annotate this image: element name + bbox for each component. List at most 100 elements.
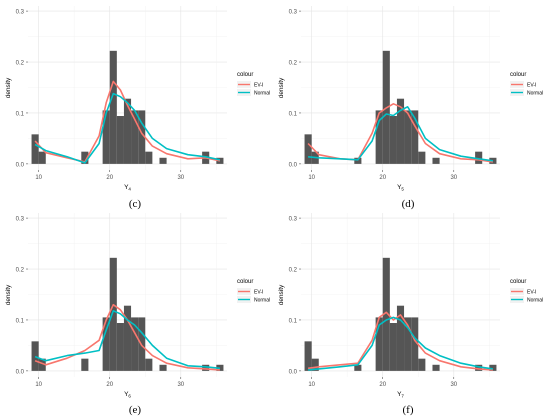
y-axis-title: density bbox=[278, 77, 285, 98]
histogram-bar bbox=[131, 110, 139, 164]
histogram-bar bbox=[159, 157, 167, 164]
legend-label: EV-I bbox=[254, 83, 263, 89]
histogram-bar bbox=[116, 116, 124, 164]
histogram-bar bbox=[382, 257, 390, 371]
y-tick-label: 0.0 bbox=[289, 369, 298, 375]
x-tick-label: 10 bbox=[308, 382, 315, 388]
histogram-bar bbox=[375, 110, 383, 164]
histogram-bar bbox=[411, 110, 419, 164]
histogram-bar bbox=[81, 151, 89, 164]
x-tick-label: 10 bbox=[308, 175, 315, 181]
legend-label: EV-I bbox=[527, 290, 536, 296]
x-axis-title: Y5 bbox=[397, 184, 404, 192]
legend-label: Normal bbox=[254, 91, 270, 97]
histogram-bar bbox=[411, 317, 419, 371]
histogram-bar bbox=[389, 323, 397, 371]
y-tick-label: 0.1 bbox=[16, 111, 25, 117]
histogram-bar bbox=[404, 110, 412, 164]
histogram-bar bbox=[389, 116, 397, 164]
histogram-bar bbox=[123, 98, 132, 164]
histogram-bar bbox=[81, 358, 89, 371]
y-tick-label: 0.3 bbox=[16, 10, 25, 16]
x-tick-label: 20 bbox=[379, 382, 386, 388]
density-line-normal bbox=[308, 316, 494, 371]
y-axis-title: density bbox=[5, 77, 12, 98]
y-tick-label: 0.0 bbox=[16, 369, 25, 375]
histogram-bar bbox=[102, 110, 110, 164]
histogram-bar bbox=[432, 157, 440, 164]
histogram-bar bbox=[311, 358, 319, 371]
histogram-bar bbox=[159, 364, 167, 371]
legend-title: colour bbox=[237, 72, 253, 78]
histogram-bar bbox=[475, 151, 483, 164]
histogram-bar bbox=[418, 358, 426, 371]
density-line-normal bbox=[308, 106, 494, 162]
histogram-bar bbox=[109, 50, 117, 164]
histogram-bar bbox=[396, 98, 405, 164]
x-axis-title: Y7 bbox=[397, 391, 404, 399]
y-tick-label: 0.2 bbox=[289, 268, 298, 274]
histogram-bar bbox=[138, 110, 146, 164]
x-tick-label: 20 bbox=[106, 382, 113, 388]
y-tick-label: 0.1 bbox=[16, 318, 25, 324]
histogram-bar bbox=[145, 151, 153, 164]
x-axis-title: Y4 bbox=[124, 184, 131, 192]
y-tick-label: 0.1 bbox=[289, 111, 298, 117]
density-line-normal bbox=[34, 310, 220, 370]
histogram-bar bbox=[202, 364, 210, 371]
histogram-bar bbox=[109, 257, 117, 371]
histogram-bar bbox=[131, 317, 139, 371]
legend-title: colour bbox=[510, 279, 526, 285]
y-tick-label: 0.3 bbox=[16, 217, 25, 223]
density-line-ev-i bbox=[307, 311, 493, 371]
histogram-bar bbox=[123, 305, 132, 371]
x-tick-label: 10 bbox=[35, 382, 42, 388]
histogram-bar bbox=[102, 317, 110, 371]
histogram-bar bbox=[38, 151, 46, 164]
histogram-bar bbox=[304, 341, 312, 371]
histogram-bar bbox=[354, 364, 362, 371]
x-tick-label: 30 bbox=[177, 382, 184, 388]
histogram-bar bbox=[418, 151, 426, 164]
x-tick-label: 30 bbox=[177, 175, 184, 181]
x-tick-label: 20 bbox=[379, 175, 386, 181]
y-tick-label: 0.2 bbox=[16, 61, 25, 67]
y-axis-title: density bbox=[5, 284, 12, 305]
y-tick-label: 0.2 bbox=[289, 61, 298, 67]
histogram-bar bbox=[396, 305, 405, 371]
x-axis-title: Y6 bbox=[124, 391, 131, 399]
legend-label: EV-I bbox=[254, 290, 263, 296]
y-tick-label: 0.1 bbox=[289, 318, 298, 324]
histogram-bar bbox=[31, 341, 39, 371]
histogram-bar bbox=[38, 358, 46, 371]
histogram-bar bbox=[31, 134, 39, 164]
x-tick-label: 20 bbox=[106, 175, 113, 181]
legend-label: Normal bbox=[527, 91, 543, 97]
histogram-bar bbox=[489, 364, 497, 371]
histogram-bar bbox=[116, 323, 124, 371]
y-axis-title: density bbox=[278, 284, 285, 305]
panel-label-d: (d) bbox=[401, 198, 415, 210]
x-tick-label: 30 bbox=[450, 382, 457, 388]
histogram-bar bbox=[145, 358, 153, 371]
legend-label: EV-I bbox=[527, 83, 536, 89]
x-tick-label: 30 bbox=[450, 175, 457, 181]
y-tick-label: 0.0 bbox=[16, 162, 25, 168]
histogram-bar bbox=[404, 317, 412, 371]
panel-label-e: (e) bbox=[128, 404, 142, 416]
y-tick-label: 0.3 bbox=[289, 217, 298, 223]
y-tick-label: 0.2 bbox=[16, 268, 25, 274]
histogram-bar bbox=[375, 317, 383, 371]
histogram-bar bbox=[354, 157, 362, 164]
legend-label: Normal bbox=[254, 298, 270, 304]
y-tick-label: 0.3 bbox=[289, 10, 298, 16]
histogram-bar bbox=[475, 364, 483, 371]
legend-label: Normal bbox=[527, 298, 543, 304]
legend-title: colour bbox=[510, 72, 526, 78]
histogram-bar bbox=[432, 364, 440, 371]
legend-title: colour bbox=[237, 279, 253, 285]
